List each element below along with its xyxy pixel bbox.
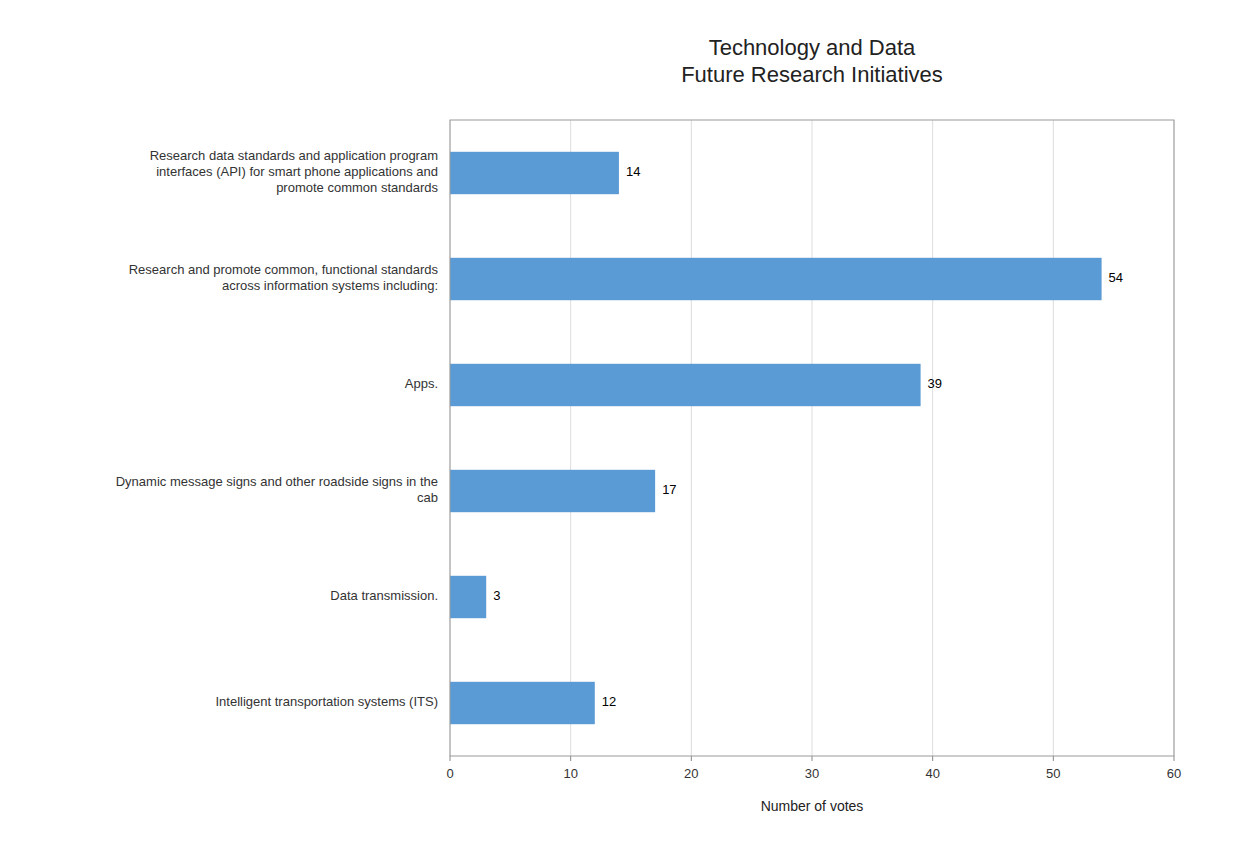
- data-label: 17: [662, 482, 676, 497]
- tick-label: 40: [925, 766, 939, 781]
- title: Technology and DataFuture Research Initi…: [681, 34, 943, 86]
- text-line: Future Research Initiatives: [681, 61, 943, 86]
- grid-line: [932, 120, 933, 756]
- grid-line: [691, 120, 692, 756]
- text-line: cab: [417, 490, 438, 505]
- tick-label: 60: [1167, 766, 1181, 781]
- tick-label: 0: [446, 766, 453, 781]
- category-label: Apps.: [405, 376, 438, 391]
- data-label: 14: [626, 164, 640, 179]
- text-line: Intelligent transportation systems (ITS): [215, 694, 438, 709]
- text-line: Technology and Data: [709, 34, 916, 59]
- tick-mark: [812, 756, 813, 761]
- category-label: Data transmission.: [330, 588, 438, 603]
- bar: [450, 682, 595, 724]
- tick-mark: [1053, 756, 1054, 761]
- text-line: across information systems including:: [222, 278, 438, 293]
- grid: [450, 120, 1174, 756]
- data-label: 12: [602, 694, 616, 709]
- tick-label: 10: [563, 766, 577, 781]
- bar: [450, 364, 921, 406]
- category-label: Research data standards and application …: [150, 148, 439, 195]
- bar: [450, 258, 1102, 300]
- tick-label: 20: [684, 766, 698, 781]
- grid-line: [570, 120, 571, 756]
- bar: [450, 576, 486, 618]
- bar: [450, 152, 619, 194]
- text-line: Data transmission.: [330, 588, 438, 603]
- tick-mark: [691, 756, 692, 761]
- tick-mark: [570, 756, 571, 761]
- grid-line: [812, 120, 813, 756]
- data-label: 54: [1109, 270, 1123, 285]
- tick-label: 50: [1046, 766, 1060, 781]
- category-label: Intelligent transportation systems (ITS): [215, 694, 438, 709]
- background: [0, 0, 1254, 851]
- text-line: Research data standards and application …: [150, 148, 438, 163]
- chart-container: Technology and DataFuture Research Initi…: [0, 0, 1254, 851]
- text-line: interfaces (API) for smart phone applica…: [156, 164, 438, 179]
- data-label: 39: [928, 376, 942, 391]
- grid-line: [1053, 120, 1054, 756]
- category-label: Research and promote common, functional …: [129, 262, 439, 293]
- bars: [450, 152, 1102, 724]
- axis-label: Number of votes: [761, 798, 864, 814]
- text-line: Apps.: [405, 376, 438, 391]
- text-line: promote common standards: [276, 180, 438, 195]
- tick-mark: [932, 756, 933, 761]
- bar: [450, 470, 655, 512]
- tick-mark: [1174, 756, 1175, 761]
- tick-mark: [450, 756, 451, 761]
- text-line: Research and promote common, functional …: [129, 262, 439, 277]
- plot-frame: [450, 120, 1174, 756]
- category-label: Dynamic message signs and other roadside…: [116, 474, 438, 505]
- tick-label: 30: [805, 766, 819, 781]
- data-label: 3: [493, 588, 500, 603]
- text-line: Dynamic message signs and other roadside…: [116, 474, 438, 489]
- chart-svg: Technology and DataFuture Research Initi…: [0, 0, 1254, 851]
